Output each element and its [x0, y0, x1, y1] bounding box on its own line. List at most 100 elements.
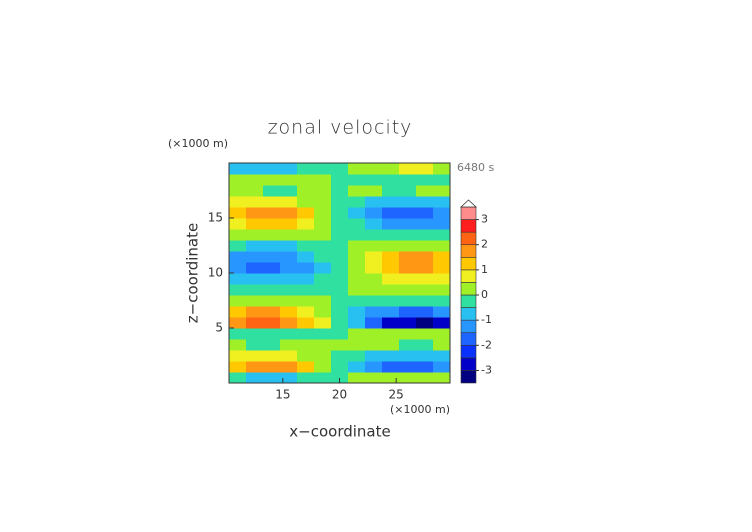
contour-cell	[399, 273, 417, 285]
contour-cell	[229, 317, 247, 329]
contour-cell	[365, 240, 383, 252]
contour-cell	[365, 262, 383, 274]
contour-cell	[280, 361, 298, 373]
contour-cell	[229, 218, 247, 230]
contour-cell	[399, 284, 417, 296]
contour-cell	[433, 361, 451, 373]
y-tick-label: 15	[208, 211, 223, 225]
contour-cell	[314, 295, 332, 307]
contour-cell	[314, 174, 332, 186]
contour-cell	[348, 328, 366, 340]
contour-cell	[263, 218, 281, 230]
contour-cell	[416, 295, 434, 307]
contour-cell	[331, 317, 349, 329]
contour-cell	[246, 306, 264, 318]
contour-cell	[280, 185, 298, 197]
contour-cell	[314, 328, 332, 340]
contour-cell	[433, 350, 451, 362]
contour-cell	[246, 240, 264, 252]
contour-cell	[348, 196, 366, 208]
contour-cell	[365, 328, 383, 340]
contour-cell	[229, 207, 247, 219]
contour-cell	[416, 196, 434, 208]
contour-cell	[229, 328, 247, 340]
contour-cell	[382, 207, 400, 219]
contour-cell	[280, 350, 298, 362]
colorbar-tick-label: 2	[481, 238, 488, 251]
contour-cell	[246, 361, 264, 373]
contour-cell	[433, 174, 451, 186]
contour-cell	[416, 262, 434, 274]
contour-cell	[416, 218, 434, 230]
contour-cell	[433, 328, 451, 340]
contour-cell	[382, 163, 400, 175]
contour-cell	[246, 339, 264, 351]
contour-cell	[348, 317, 366, 329]
contour-cell	[433, 273, 451, 285]
contour-cell	[416, 361, 434, 373]
contour-cell	[263, 306, 281, 318]
contour-cell	[416, 185, 434, 197]
contour-cell	[229, 240, 247, 252]
contour-cell	[314, 306, 332, 318]
contour-cell	[297, 273, 315, 285]
contour-cell	[263, 185, 281, 197]
x-tick-label: 15	[275, 388, 290, 402]
contour-cell	[263, 317, 281, 329]
contour-cell	[280, 306, 298, 318]
contour-cell	[365, 163, 383, 175]
contour-cell	[314, 262, 332, 274]
contour-cell	[348, 295, 366, 307]
contour-cell	[314, 273, 332, 285]
contour-cell	[433, 229, 451, 241]
contour-cell	[382, 284, 400, 296]
x-unit: (×1000 m)	[390, 403, 450, 416]
contour-cell	[297, 284, 315, 296]
contour-cell	[433, 196, 451, 208]
contour-cell	[297, 306, 315, 318]
contour-cell	[331, 361, 349, 373]
contour-cell	[263, 273, 281, 285]
contour-cell	[331, 229, 349, 241]
contour-cell	[229, 350, 247, 362]
contour-cell	[348, 229, 366, 241]
contour-cell	[280, 163, 298, 175]
contour-cell	[246, 174, 264, 186]
colorbar-segment	[460, 206, 477, 220]
contour-cell	[382, 328, 400, 340]
contour-cell	[416, 339, 434, 351]
contour-cell	[348, 372, 366, 384]
contour-cell	[314, 284, 332, 296]
contour-cell	[331, 174, 349, 186]
contour-cell	[297, 262, 315, 274]
contour-cell	[399, 372, 417, 384]
contour-cell	[399, 196, 417, 208]
contour-cell	[348, 284, 366, 296]
colorbar-segment	[460, 244, 477, 258]
contour-cell	[348, 339, 366, 351]
contour-cell	[382, 273, 400, 285]
contour-cell	[246, 372, 264, 384]
colorbar-segment	[460, 307, 477, 321]
contour-cell	[280, 328, 298, 340]
contour-cell	[229, 229, 247, 241]
colorbar-segment	[460, 256, 477, 271]
contour-cell	[314, 207, 332, 219]
contour-cell	[280, 295, 298, 307]
contour-cell	[331, 196, 349, 208]
contour-cell	[263, 284, 281, 296]
contour-cell	[331, 350, 349, 362]
contour-cell	[348, 350, 366, 362]
contour-cell	[263, 229, 281, 241]
contour-cell	[263, 328, 281, 340]
contour-cell	[331, 163, 349, 175]
contour-cell	[280, 196, 298, 208]
contour-cell	[399, 163, 417, 175]
contour-cell	[382, 262, 400, 274]
contour-cell	[365, 196, 383, 208]
contour-cell	[433, 339, 451, 351]
colorbar-segment	[460, 231, 477, 246]
contour-cell	[416, 350, 434, 362]
